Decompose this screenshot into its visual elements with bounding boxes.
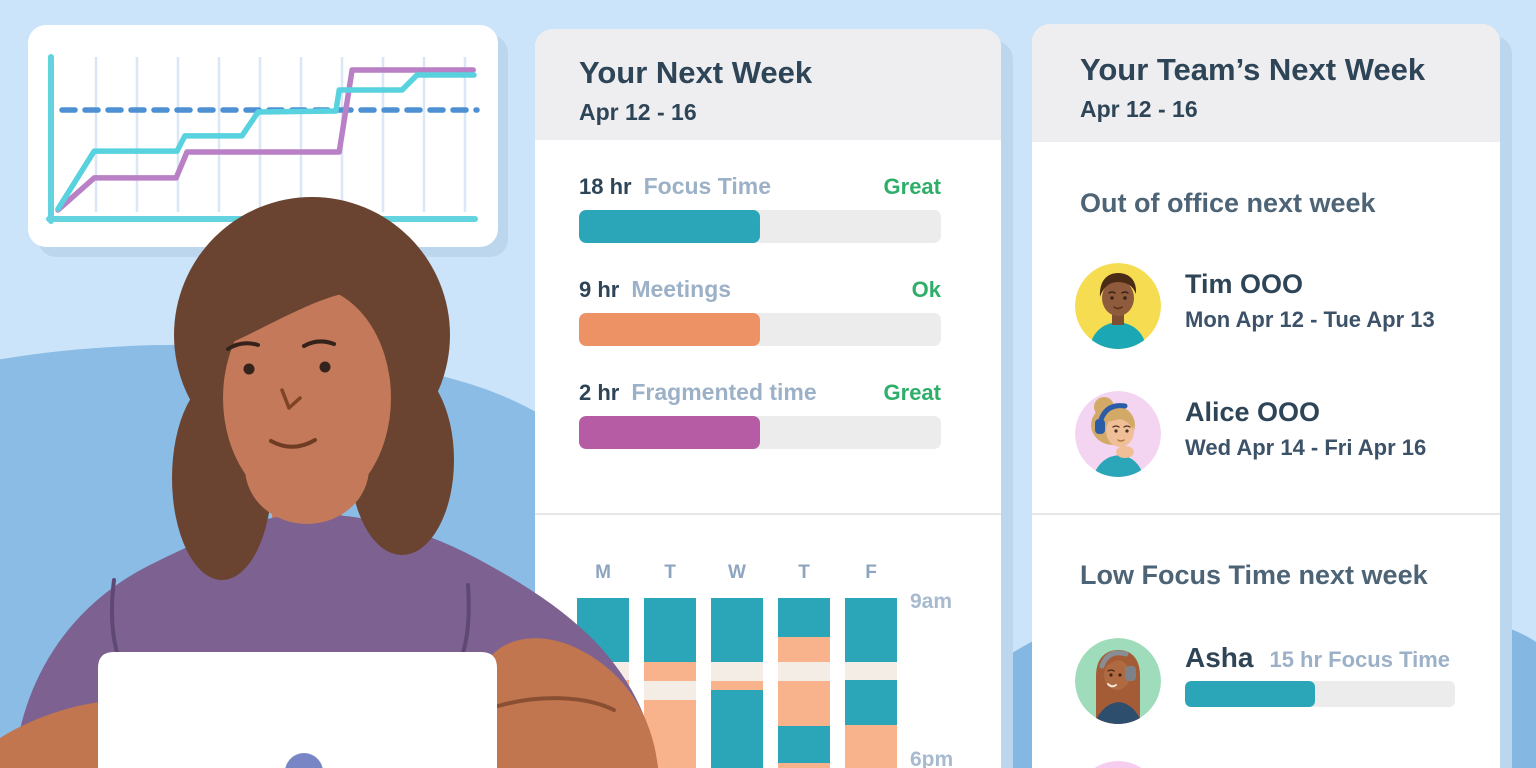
tim-avatar xyxy=(1075,263,1161,349)
metric-status: Ok xyxy=(911,277,941,302)
alice-avatar xyxy=(1075,391,1161,477)
calendar-column xyxy=(845,598,897,768)
team-card-title: Your Team’s Next Week xyxy=(1080,52,1426,87)
purple-step-line xyxy=(55,67,476,213)
person-row-alice-ooo: Alice OOO Wed Apr 14 - Fri Apr 16 xyxy=(1075,391,1460,477)
metric-bar-track xyxy=(579,416,941,449)
metric-hours: 9 hr xyxy=(579,277,620,302)
person-dates: Wed Apr 14 - Fri Apr 16 xyxy=(1185,435,1427,460)
woman-bangs xyxy=(196,214,447,362)
metric-bar-fill xyxy=(579,210,760,243)
day-label-thu: T xyxy=(798,562,810,583)
metric-label: Focus Time xyxy=(643,173,771,199)
day-label-tue: T xyxy=(664,562,676,583)
calendar-column xyxy=(711,598,763,768)
person-row-alice-focus: Alice 13 hr Focus Time xyxy=(1075,761,1460,768)
metric-label: Meetings xyxy=(631,276,732,302)
metric-bar-fill xyxy=(579,313,760,346)
metric-row: 18 hr Focus Time Great xyxy=(579,173,941,243)
person-dates: Mon Apr 12 - Tue Apr 13 xyxy=(1185,307,1435,332)
metric-label: Fragmented time xyxy=(631,379,817,405)
asha-avatar xyxy=(1075,638,1161,724)
metric-hours: 2 hr xyxy=(579,380,620,405)
team-week-card: Your Team’s Next Week Apr 12 - 16 Out of… xyxy=(1032,24,1500,768)
metric-bar-track xyxy=(579,210,941,243)
day-label-fri: F xyxy=(865,562,877,583)
woman-at-laptop-illustration xyxy=(0,197,658,768)
your-week-card: Your Next Week Apr 12 - 16 18 hr Focus T… xyxy=(535,29,1001,768)
alice-focus-avatar xyxy=(1075,761,1161,768)
alice-focus-avatar-bg xyxy=(1075,761,1161,768)
focus-time-detail: 15 hr Focus Time xyxy=(1269,647,1451,672)
metric-hours: 18 hr xyxy=(579,174,632,199)
woman-facial-features xyxy=(226,339,336,449)
person-row-tim: Tim OOO Mon Apr 12 - Tue Apr 13 xyxy=(1075,263,1460,349)
calendar-column xyxy=(644,598,696,768)
section-divider xyxy=(1032,513,1500,515)
person-name: Alice OOO xyxy=(1185,397,1321,427)
woman-right-arm xyxy=(481,638,658,768)
cyan-step-line xyxy=(55,72,477,212)
metric-status: Great xyxy=(883,174,941,199)
focus-bar-track xyxy=(1185,681,1455,707)
week-card-title: Your Next Week xyxy=(579,55,813,90)
metric-row: 2 hr Fragmented time Great xyxy=(579,379,941,449)
day-label-wed: W xyxy=(728,562,746,583)
metric-bar-track xyxy=(579,313,941,346)
person-row-asha: Asha 15 hr Focus Time xyxy=(1075,638,1460,724)
time-label-6pm: 6pm xyxy=(910,748,954,768)
person-name: Asha xyxy=(1185,642,1254,673)
section-divider xyxy=(535,513,1001,515)
low-focus-section-heading: Low Focus Time next week xyxy=(1080,560,1428,590)
metric-status: Great xyxy=(883,380,941,405)
week-card-header: Your Next Week Apr 12 - 16 xyxy=(535,29,1001,140)
mini-calendar: M T W T F 9am 6pm xyxy=(535,562,1001,768)
focus-bar-fill xyxy=(1185,681,1315,707)
metric-bar-fill xyxy=(579,416,760,449)
trend-chart xyxy=(46,54,480,224)
team-card-date-range: Apr 12 - 16 xyxy=(1080,96,1198,122)
team-card-header: Your Team’s Next Week Apr 12 - 16 xyxy=(1032,24,1500,142)
time-label-9am: 9am xyxy=(910,590,953,613)
woman-face xyxy=(223,286,391,524)
day-label-mon: M xyxy=(595,562,611,583)
week-card-date-range: Apr 12 - 16 xyxy=(579,99,697,125)
metric-row: 9 hr Meetings Ok xyxy=(579,276,941,346)
person-name: Tim OOO xyxy=(1185,269,1304,299)
laptop-logo xyxy=(285,753,323,768)
person-name: Alice xyxy=(1185,765,1252,768)
laptop xyxy=(98,652,497,768)
calendar-column xyxy=(778,598,830,768)
ooo-section-heading: Out of office next week xyxy=(1080,188,1376,218)
